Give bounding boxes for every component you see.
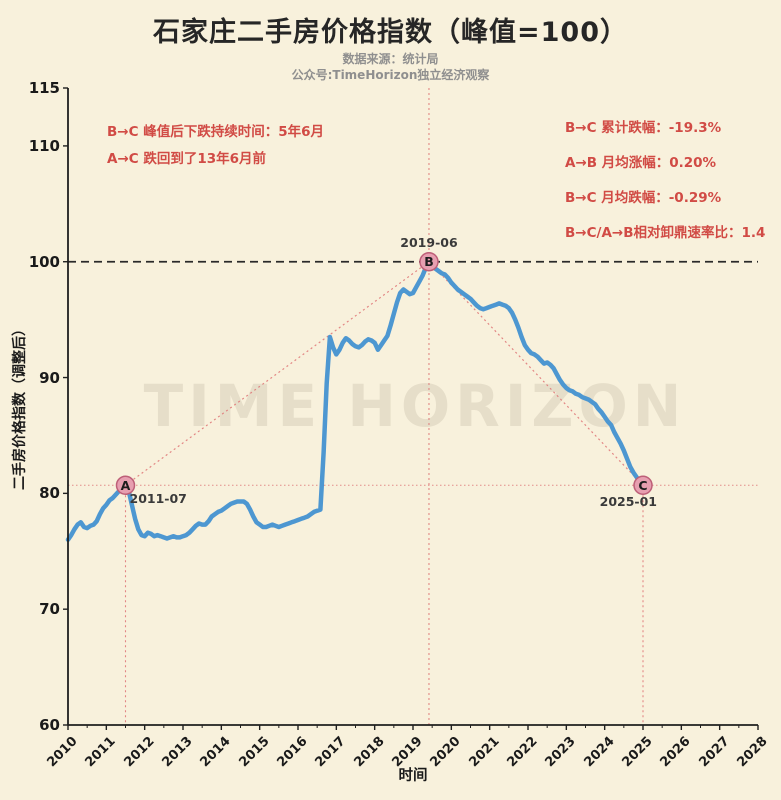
annotation-decline-duration: B→C 峰值后下跌持续时间：5年6月 [107,124,324,140]
annotation-monthly-decline: B→C 月均跌幅：-0.29% [565,190,722,206]
watermark: TIME HORIZON [143,372,687,440]
annotation-fallback-period: A→C 跌回到了13年6月前 [107,151,267,167]
marker-letter-C: C [638,478,647,493]
marker-point-B [419,251,439,272]
marker-letter-A: A [121,478,131,493]
data-source-subtitle: 数据来源：统计局 [342,52,439,66]
annotation-monthly-gain: A→B 月均涨幅：0.20% [565,155,717,171]
channel-subtitle: 公众号:TimeHorizon独立经济观察 [291,68,490,82]
marker-point-A [115,475,136,496]
marker-letter-B: B [424,254,434,269]
x-axis-label: 时间 [398,768,428,784]
annotation-speed-ratio: B→C/A→B相对卸鼎速率比：1.4 [565,225,766,241]
marker-point-C [633,475,653,496]
page-title: 石家庄二手房价格指数（峰值=100） [153,17,628,48]
annotation-cumulative-decline: B→C 累计跌幅：-19.3% [565,120,722,136]
